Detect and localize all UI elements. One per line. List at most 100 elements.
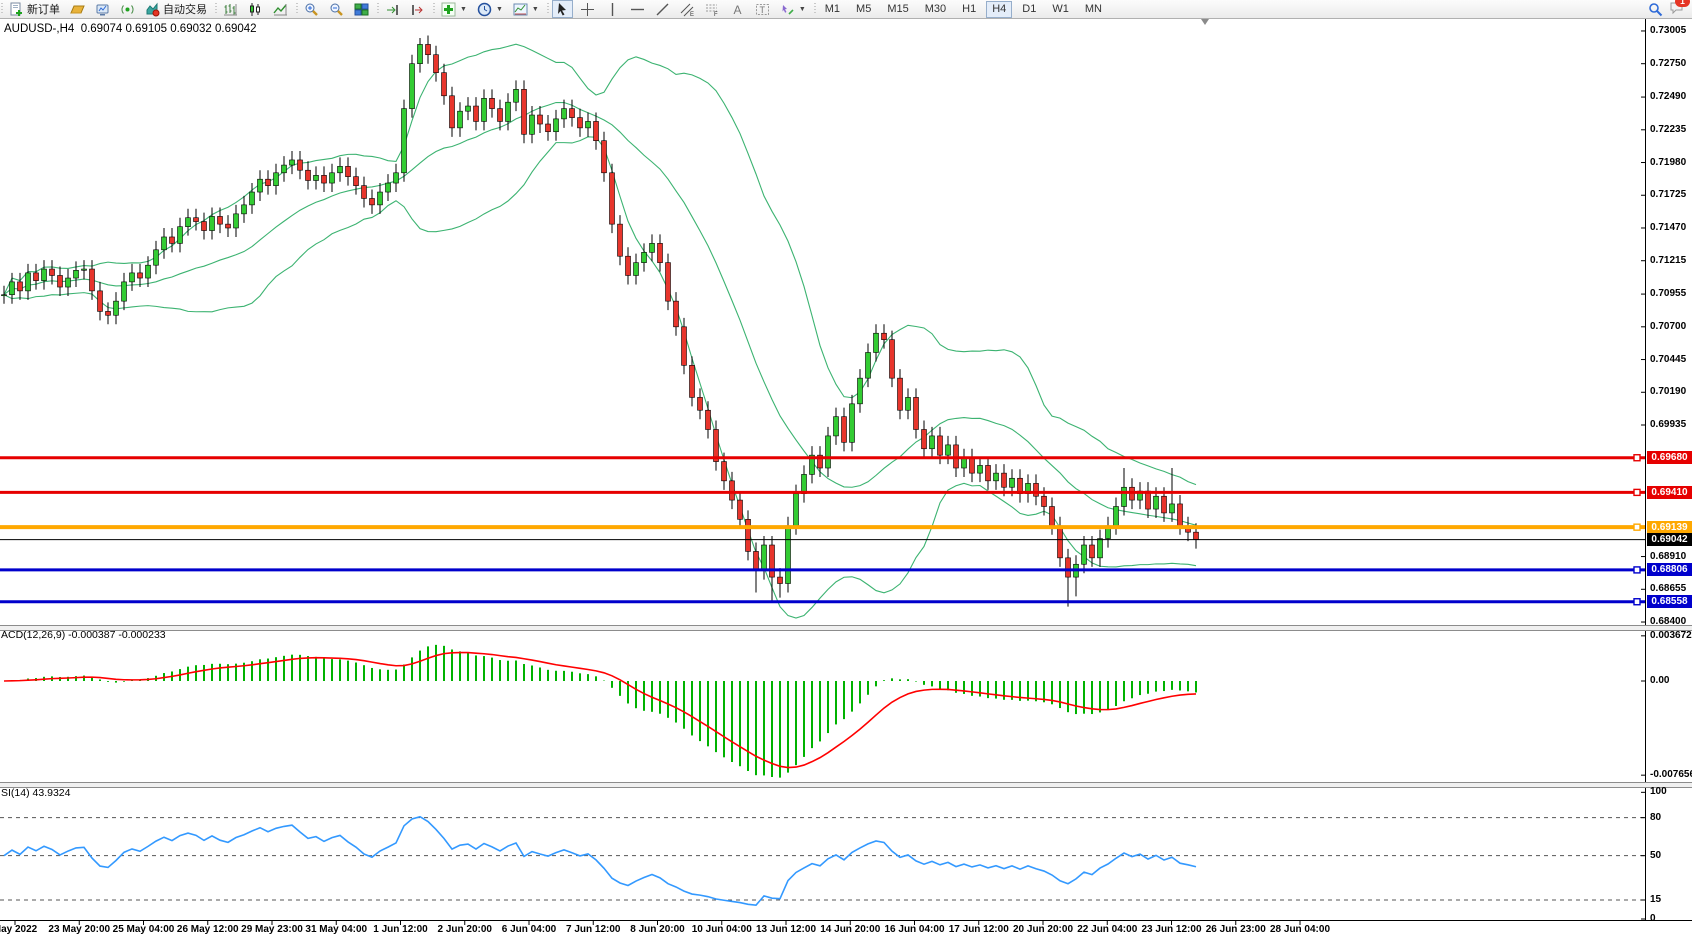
candlestick-series (1, 35, 1199, 607)
candle-body (113, 300, 119, 316)
candle-body (689, 365, 695, 398)
candle-body (129, 272, 135, 283)
line-handle[interactable] (1633, 598, 1641, 606)
autotrading-icon (146, 2, 160, 16)
templates-button[interactable]: ▼ (510, 0, 542, 18)
line-chart-button[interactable] (270, 0, 291, 18)
candle-body (1049, 506, 1055, 527)
timeframe-button-m30[interactable]: M30 (924, 3, 947, 15)
candle-body (337, 166, 343, 174)
arrows-button[interactable]: ▼ (777, 0, 809, 18)
price-line-badge[interactable]: 0.68558 (1647, 595, 1692, 609)
fibonacci-button[interactable]: F (702, 0, 723, 18)
rsi-tick-label: 50 (1650, 849, 1662, 861)
bar-chart-button[interactable] (220, 0, 241, 18)
candle-body (1161, 495, 1167, 514)
candle-body (937, 435, 943, 456)
candle-body (657, 243, 663, 263)
timeframe-button-mn[interactable]: MN (1084, 3, 1102, 15)
price-line-badge[interactable]: 0.69410 (1647, 485, 1692, 499)
timeframe-button-m5[interactable]: M5 (856, 3, 872, 15)
candle-body (409, 63, 415, 109)
new-order-button[interactable]: 新订单 (6, 0, 63, 18)
text-button[interactable]: A (727, 0, 748, 18)
profiles-button[interactable] (67, 0, 88, 18)
price-line-badge[interactable]: 0.68806 (1647, 563, 1692, 577)
notifications-button[interactable]: 1 (1669, 0, 1690, 18)
price-tick-label: 0.70445 (1650, 353, 1687, 365)
candle-body (633, 262, 639, 276)
price-line-badge[interactable]: 0.69680 (1647, 451, 1692, 465)
signals-icon (121, 4, 134, 14)
candle-body (921, 429, 927, 450)
line-handle[interactable] (1633, 523, 1641, 531)
zoom-in-button[interactable] (301, 0, 322, 18)
candle-body (185, 217, 191, 227)
periods-icon (477, 2, 492, 16)
current-price-badge[interactable]: 0.69042 (1647, 533, 1692, 547)
zoom-out-button[interactable] (326, 0, 347, 18)
line-handle[interactable] (1633, 488, 1641, 497)
panel-separator-rsi[interactable] (0, 782, 1692, 788)
chart-shift-button[interactable] (407, 0, 428, 18)
candle-body (1193, 531, 1199, 540)
indicators-button[interactable]: ▼ (438, 0, 470, 18)
timeframe-button-m1[interactable]: M1 (824, 3, 841, 15)
text-label-button[interactable]: T (752, 0, 773, 18)
candle-body (809, 454, 815, 475)
price-tick-label: 0.68655 (1650, 583, 1687, 595)
vertical-line-button[interactable] (602, 0, 623, 18)
candle-body (137, 272, 143, 279)
rsi-name: SI(14) (1, 787, 30, 799)
panel-separator-macd[interactable] (0, 625, 1692, 631)
trendline-button[interactable] (652, 0, 673, 18)
candle-body (297, 159, 303, 171)
timeframe-button-d1[interactable]: D1 (1022, 3, 1037, 15)
timeframe-button-h4[interactable]: H4 (986, 0, 1013, 18)
timeframe-button-h1[interactable]: H1 (962, 3, 977, 15)
price-tick-label: 0.70190 (1650, 386, 1687, 398)
time-axis-label: 8 Jun 20:00 (630, 924, 685, 935)
periods-button[interactable]: ▼ (474, 0, 506, 18)
crosshair-icon (580, 2, 594, 16)
toolbar-group-objects: E F A T ▼ (545, 0, 813, 18)
vertical-line-icon (611, 2, 614, 16)
candle-body (705, 409, 711, 430)
price-tick-label: 0.68910 (1650, 550, 1687, 562)
time-axis-label: 28 Jun 04:00 (1269, 924, 1331, 935)
candlesticks-button[interactable] (245, 0, 266, 18)
chart-shift-marker[interactable] (1201, 19, 1209, 25)
timeframe-button-w1[interactable]: W1 (1052, 3, 1069, 15)
time-axis-label: 31 May 04:00 (305, 924, 368, 935)
candle-body (449, 95, 455, 129)
market-watch-button[interactable] (92, 0, 113, 18)
price-line-badge[interactable]: 0.69139 (1647, 520, 1692, 534)
candle-body (545, 123, 551, 133)
horizontal-line-button[interactable] (627, 0, 648, 18)
line-handle[interactable] (1633, 454, 1641, 462)
candle-body (81, 268, 87, 271)
search-icon[interactable] (1648, 2, 1663, 17)
timeframe-button-m15[interactable]: M15 (887, 3, 909, 15)
tile-windows-button[interactable] (351, 0, 372, 18)
candle-body (537, 114, 543, 125)
profiles-icon (70, 5, 85, 13)
auto-scroll-button[interactable] (382, 0, 403, 18)
crosshair-button[interactable] (577, 0, 598, 18)
autotrading-button[interactable]: 自动交易 (142, 0, 210, 18)
equidistant-channel-button[interactable]: E (677, 0, 698, 18)
time-axis-label: 1 Jun 12:00 (373, 924, 428, 935)
horizontal-line-icon (630, 8, 644, 10)
line-handle[interactable] (1633, 566, 1641, 574)
cursor-button[interactable] (551, 0, 573, 18)
candle-body (721, 461, 727, 482)
candle-body (729, 480, 735, 501)
candle-body (313, 175, 319, 181)
price-tick-label: 0.71725 (1650, 189, 1687, 201)
trendline-icon (656, 3, 669, 15)
time-axis-label: 22 Jun 04:00 (1077, 924, 1138, 935)
time-axis-label: 13 Jun 12:00 (755, 924, 817, 935)
signals-button[interactable] (117, 0, 138, 18)
candle-body (521, 89, 527, 135)
